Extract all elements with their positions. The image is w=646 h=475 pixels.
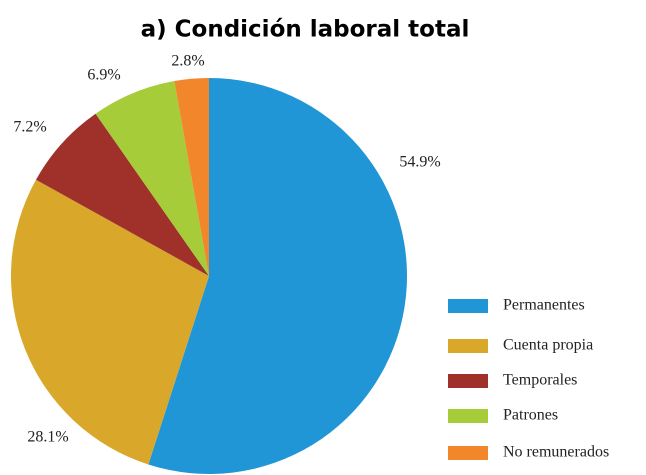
pie-slice [174,78,209,276]
pie-slice [148,78,407,474]
chart-title: a) Condición laboral total [141,17,470,43]
pie-slice [95,81,209,276]
data-label: 28.1% [27,429,68,446]
legend-label: Patrones [503,407,558,424]
legend-swatch [448,409,488,423]
legend-label: No remunerados [503,444,609,461]
legend-swatch [448,299,488,313]
legend-swatch [448,446,488,460]
data-label: 2.8% [171,53,204,70]
data-label: 54.9% [399,154,440,171]
data-label: 6.9% [87,67,120,84]
legend-label: Cuenta propia [503,337,593,354]
legend-swatch [448,339,488,353]
legend-label: Temporales [503,372,577,389]
pie-slice [10,179,209,465]
data-label: 7.2% [13,119,46,136]
pie-slice [35,113,210,276]
legend-label: Permanentes [503,297,585,314]
legend-swatch [448,374,488,388]
